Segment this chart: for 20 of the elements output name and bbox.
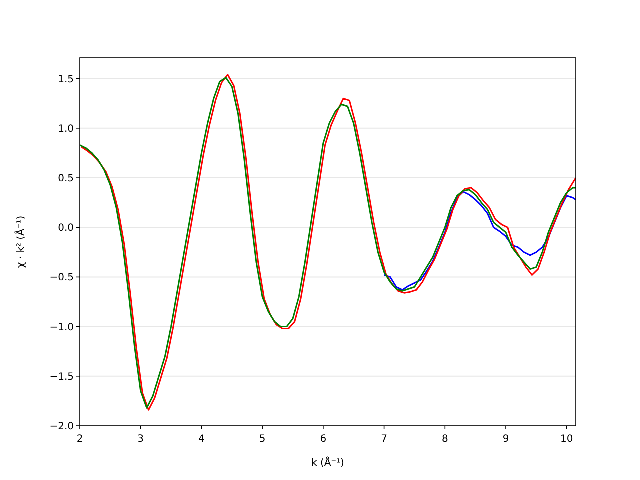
x-tick-label: 6 xyxy=(320,434,327,445)
y-tick-label: −2.0 xyxy=(50,422,74,432)
y-tick-label: 0.5 xyxy=(58,174,74,185)
x-axis-title: k (Å⁻¹) xyxy=(312,456,345,469)
y-tick-label: −0.5 xyxy=(50,272,74,284)
x-tick-label: 9 xyxy=(502,434,510,445)
y-axis-title: χ · k² (Å⁻¹) xyxy=(14,216,27,268)
y-tick-label: 0.0 xyxy=(58,223,74,234)
y-tick-label: 1.5 xyxy=(58,74,74,86)
x-tick-label: 3 xyxy=(138,434,144,445)
x-tick-label: 4 xyxy=(198,434,205,445)
x-tick-label: 2 xyxy=(76,434,84,445)
y-tick-label: −1.5 xyxy=(50,372,74,383)
x-tick-label: 10 xyxy=(560,434,574,445)
x-tick-label: 7 xyxy=(381,434,388,445)
line-series xyxy=(384,191,576,291)
y-tick-label: 1.0 xyxy=(58,124,74,135)
y-tick-label: −1.0 xyxy=(50,322,74,334)
x-tick-label: 5 xyxy=(259,434,266,445)
x-tick-label: 8 xyxy=(442,434,448,445)
